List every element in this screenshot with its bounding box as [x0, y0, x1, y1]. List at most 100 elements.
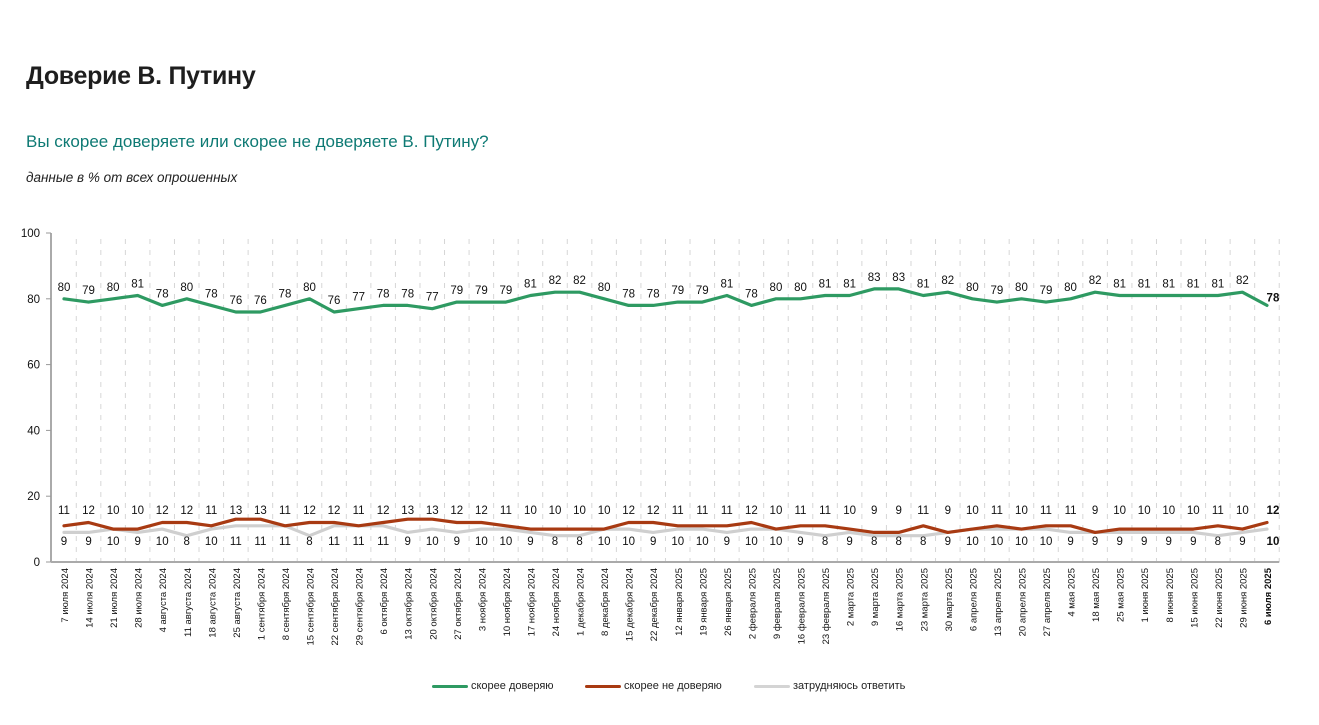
- series-line-1: [62, 517, 1269, 535]
- data-label-trust: 80: [180, 282, 193, 294]
- x-tick-label: 9 марта 2025: [870, 568, 881, 626]
- data-label-distrust: 13: [254, 505, 267, 517]
- x-tick-label: 26 января 2025: [723, 568, 734, 636]
- x-tick-label: 1 сентября 2024: [256, 568, 267, 640]
- data-label-undecided: 9: [454, 536, 460, 548]
- data-label-distrust: 12: [156, 505, 169, 517]
- x-tick-label: 18 августа 2024: [207, 568, 218, 638]
- x-tick-label: 29 сентября 2024: [355, 568, 366, 646]
- data-label-distrust: 10: [524, 505, 537, 517]
- data-label-undecided: 10: [426, 536, 439, 548]
- data-label-undecided: 8: [576, 536, 582, 548]
- data-label-distrust: 10: [966, 505, 979, 517]
- data-label-trust: 81: [131, 279, 144, 291]
- data-label-undecided: 10: [107, 536, 120, 548]
- data-label-distrust: 13: [426, 505, 439, 517]
- data-label-undecided: 11: [377, 536, 389, 548]
- x-tick-label: 23 марта 2025: [919, 568, 930, 631]
- data-label-undecided: 10: [500, 536, 513, 548]
- data-label-undecided: 11: [353, 536, 365, 548]
- data-label-undecided: 10: [770, 536, 783, 548]
- data-label-trust: 80: [794, 282, 807, 294]
- legend-swatch-trust: [432, 684, 468, 688]
- x-tick-label: 1 декабря 2024: [576, 568, 587, 636]
- data-label-undecided: 8: [895, 536, 901, 548]
- x-tick-label: 4 мая 2025: [1067, 568, 1078, 617]
- data-label-trust: 83: [892, 272, 905, 284]
- x-tick-label: 21 июля 2024: [109, 568, 120, 628]
- data-label-undecided: 10: [671, 536, 684, 548]
- x-tick-label: 15 сентября 2024: [306, 568, 317, 646]
- data-label-trust: 81: [1162, 279, 1175, 291]
- data-label-undecided: 9: [846, 536, 852, 548]
- data-label-undecided: 10: [156, 536, 169, 548]
- data-label-trust: 83: [868, 272, 881, 284]
- legend-item-distrust: скорее не доверяю: [585, 680, 722, 692]
- line-chart: 0 20 40 60 80 100 7 июля 2024 14 июля 2024 21 ию…: [21, 228, 1280, 646]
- data-label-distrust: 11: [1040, 505, 1052, 517]
- data-label-trust: 80: [770, 282, 783, 294]
- x-tick-label: 9 февраля 2025: [772, 568, 783, 639]
- data-label-distrust: 11: [279, 505, 291, 517]
- data-label-trust: 78: [1267, 292, 1280, 304]
- data-label-undecided: 8: [552, 536, 558, 548]
- x-tick-label: 4 августа 2024: [158, 568, 169, 632]
- data-label-distrust: 11: [917, 505, 929, 517]
- data-label-distrust: 12: [180, 505, 193, 517]
- legend-label-trust: скорее доверяю: [471, 680, 554, 692]
- x-tick-label: 6 октября 2024: [379, 568, 390, 635]
- x-tick-label: 27 апреля 2025: [1042, 568, 1053, 636]
- data-label-undecided: 10: [1015, 536, 1028, 548]
- data-label-distrust: 11: [721, 505, 733, 517]
- data-label-trust: 79: [450, 285, 463, 297]
- x-tick-label: 7 июля 2024: [60, 568, 71, 623]
- data-label-undecided: 11: [254, 536, 266, 548]
- data-label-trust: 80: [1064, 282, 1077, 294]
- data-label-trust: 78: [205, 288, 218, 300]
- data-label-undecided: 9: [797, 536, 803, 548]
- y-tick-label: 80: [27, 294, 40, 306]
- data-label-distrust: 10: [770, 505, 783, 517]
- data-label-undecided: 9: [134, 536, 140, 548]
- x-tick-label: 8 июня 2025: [1165, 568, 1176, 623]
- data-label-undecided: 11: [230, 536, 242, 548]
- data-label-distrust: 12: [622, 505, 635, 517]
- data-label-trust: 77: [426, 292, 439, 304]
- data-label-distrust: 9: [895, 505, 901, 517]
- x-tick-label: 23 февраля 2025: [821, 568, 832, 644]
- data-label-undecided: 9: [1116, 536, 1122, 548]
- data-label-undecided: 8: [920, 536, 926, 548]
- data-label-trust: 76: [229, 295, 242, 307]
- data-label-trust: 79: [696, 285, 709, 297]
- data-label-trust: 78: [279, 288, 292, 300]
- data-label-trust: 78: [401, 288, 414, 300]
- legend: скорее доверяю скорее не доверяю затрудн…: [0, 680, 1319, 694]
- x-tick-label: 16 февраля 2025: [797, 568, 808, 644]
- data-label-distrust: 9: [1092, 505, 1098, 517]
- x-tick-label: 15 декабря 2024: [625, 568, 636, 641]
- data-label-distrust: 10: [131, 505, 144, 517]
- x-tick-label: 13 апреля 2025: [993, 568, 1004, 636]
- data-label-distrust: 12: [450, 505, 463, 517]
- x-tick-label: 13 октября 2024: [404, 568, 415, 640]
- data-label-distrust: 11: [696, 505, 708, 517]
- legend-label-distrust: скорее не доверяю: [624, 680, 722, 692]
- data-label-distrust: 11: [991, 505, 1003, 517]
- data-label-trust: 81: [917, 279, 930, 291]
- data-label-trust: 79: [1040, 285, 1053, 297]
- data-label-trust: 81: [524, 279, 537, 291]
- data-label-undecided: 10: [622, 536, 635, 548]
- x-tick-label: 29 июня 2025: [1238, 568, 1249, 628]
- y-tick-label: 60: [27, 360, 40, 372]
- data-label-trust: 81: [720, 279, 733, 291]
- data-label-undecided: 9: [945, 536, 951, 548]
- x-tick-label: 8 декабря 2024: [600, 568, 611, 636]
- data-label-distrust: 12: [303, 505, 316, 517]
- y-tick-label: 40: [27, 425, 40, 437]
- data-label-trust: 79: [500, 285, 513, 297]
- data-label-undecided: 9: [1166, 536, 1172, 548]
- data-label-trust: 80: [1015, 282, 1028, 294]
- data-label-undecided: 8: [1215, 536, 1221, 548]
- legend-item-undecided: затрудняюсь ответить: [754, 680, 905, 692]
- legend-swatch-distrust: [585, 684, 621, 688]
